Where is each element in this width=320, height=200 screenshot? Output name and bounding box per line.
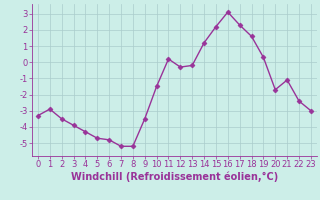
X-axis label: Windchill (Refroidissement éolien,°C): Windchill (Refroidissement éolien,°C) bbox=[71, 172, 278, 182]
